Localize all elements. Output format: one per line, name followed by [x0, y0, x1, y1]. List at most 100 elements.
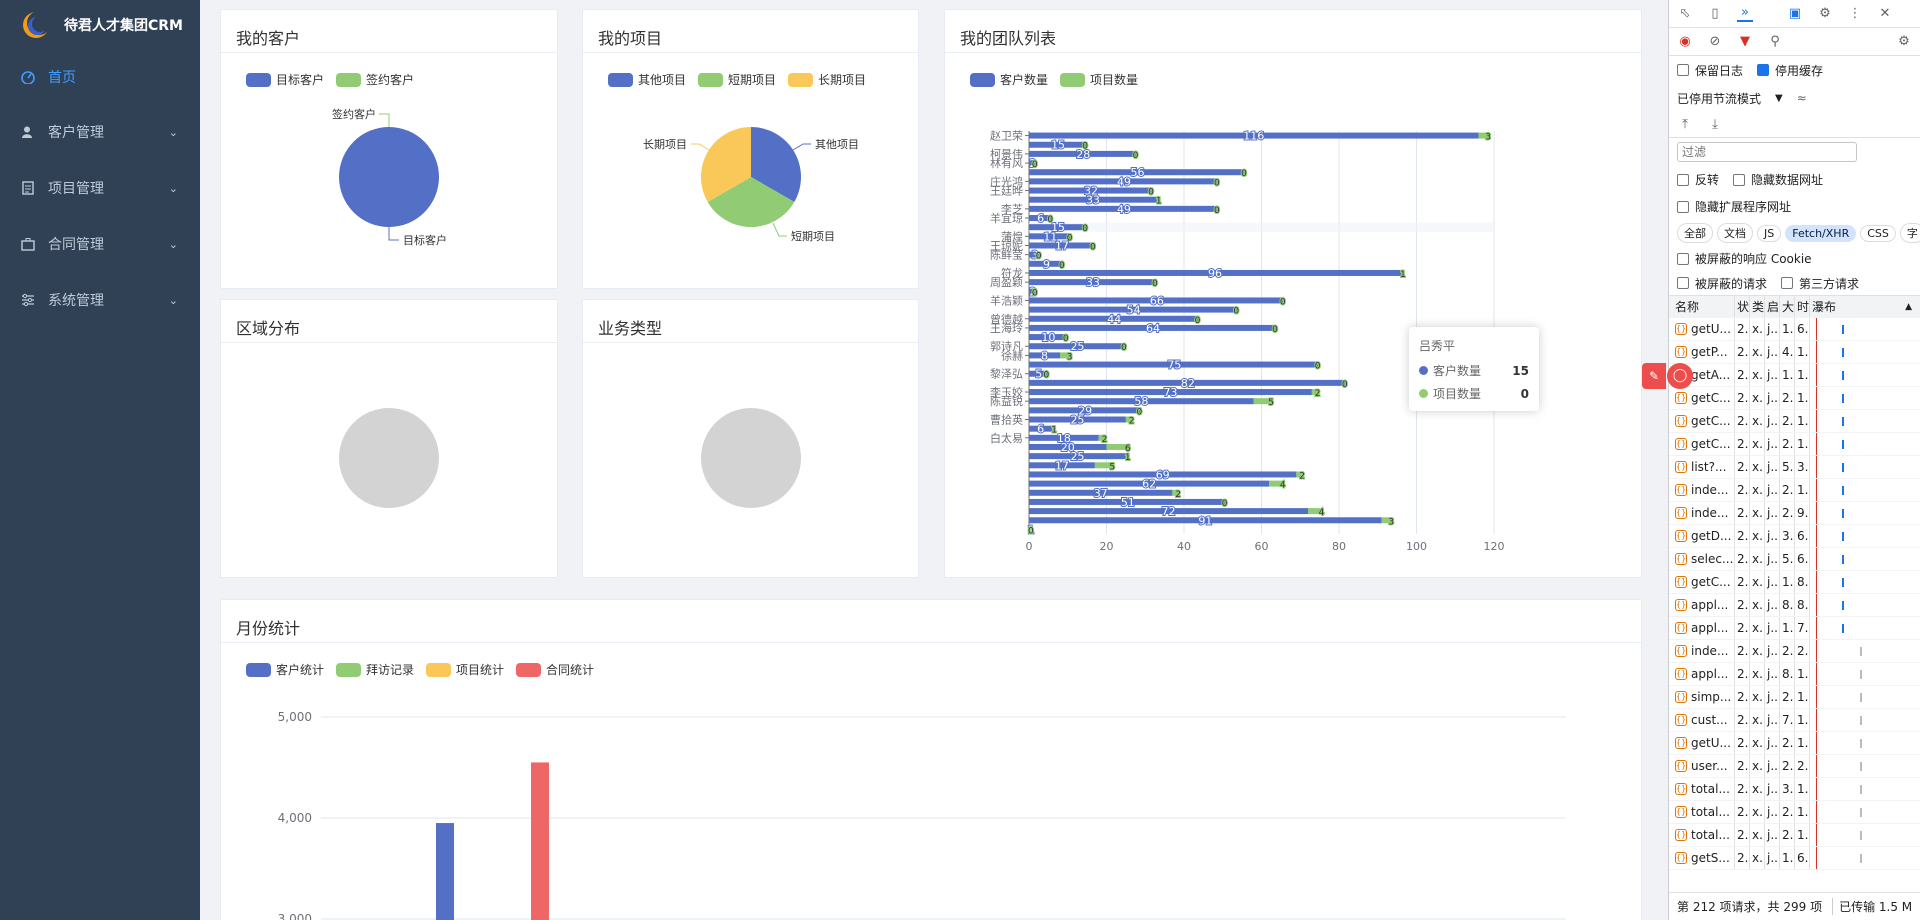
- bar-projects[interactable]: [1308, 508, 1324, 515]
- request-row[interactable]: {}getA...2...x...j...1...1...: [1669, 364, 1920, 387]
- legend-item[interactable]: 长期项目: [788, 71, 866, 88]
- request-row[interactable]: {} selec...2...x...j...5...6...: [1669, 548, 1920, 571]
- request-row[interactable]: {} getP... 2...x...j...4...1...: [1669, 341, 1920, 364]
- disable-cache-checkbox[interactable]: [1757, 64, 1770, 76]
- legend-item[interactable]: 合同统计: [516, 661, 594, 678]
- hide-data-urls-checkbox[interactable]: [1733, 173, 1746, 186]
- request-row[interactable]: {} getS... 2...x...j...1...6...: [1669, 847, 1920, 870]
- filter-input[interactable]: [1677, 142, 1857, 162]
- legend-item[interactable]: 客户统计: [246, 661, 324, 678]
- bar-projects[interactable]: [1156, 196, 1161, 203]
- blocked-requests-checkbox[interactable]: [1677, 277, 1689, 289]
- bar-customers[interactable]: [1029, 141, 1088, 148]
- preserve-log-checkbox[interactable]: [1677, 64, 1689, 76]
- bar-projects[interactable]: [1311, 389, 1320, 396]
- bar-projects[interactable]: [1125, 453, 1130, 460]
- throttle-select[interactable]: 已停用节流模式: [1677, 91, 1762, 106]
- bar-customers[interactable]: [1029, 306, 1239, 313]
- bar-customers[interactable]: [1029, 269, 1401, 276]
- export-har-icon[interactable]: ⤓: [1712, 117, 1718, 132]
- bar-customers[interactable]: [1029, 379, 1347, 386]
- legend-item[interactable]: 拜访记录: [336, 661, 414, 678]
- menu-item-home[interactable]: 首页: [0, 50, 200, 104]
- bar-customers[interactable]: [1029, 361, 1320, 368]
- kebab-menu-icon[interactable]: ⋮: [1848, 6, 1862, 21]
- bar-3[interactable]: [531, 762, 549, 920]
- request-row[interactable]: {}total...2...x...j...2...1...: [1669, 824, 1920, 847]
- bar-projects[interactable]: [1125, 416, 1134, 423]
- request-row[interactable]: {} list?... 2...x...j...5...3...: [1669, 456, 1920, 479]
- column-header-waterfall[interactable]: 瀑布 ▲: [1809, 296, 1920, 317]
- request-row[interactable]: {}getC...2...x...j...2...1...: [1669, 410, 1920, 433]
- column-header-name[interactable]: 名称: [1675, 300, 1700, 314]
- bar-projects[interactable]: [1296, 471, 1305, 478]
- bar-customers[interactable]: [1029, 398, 1254, 405]
- filter-icon[interactable]: ▼: [1740, 34, 1750, 49]
- bar-customers[interactable]: [1029, 178, 1219, 185]
- legend-item[interactable]: 签约客户: [336, 71, 414, 88]
- inspect-icon[interactable]: ⬁: [1679, 6, 1691, 21]
- request-row[interactable]: {}user...2...x...j...2...2...: [1669, 755, 1920, 778]
- bar-customers[interactable]: [1029, 352, 1060, 359]
- column-header[interactable]: 大: [1779, 296, 1794, 317]
- app-logo[interactable]: 待君人才集团CRM: [0, 0, 200, 50]
- bar-customers[interactable]: [1029, 169, 1246, 176]
- legend-item[interactable]: 项目统计: [426, 661, 504, 678]
- bar-customers[interactable]: [1029, 205, 1219, 212]
- bar-projects[interactable]: [1381, 517, 1394, 524]
- request-row[interactable]: {} getC...2...x...j...1...8...: [1669, 571, 1920, 594]
- bar-customers[interactable]: [1029, 489, 1173, 496]
- bar-customers[interactable]: [1029, 434, 1099, 441]
- bar-customers[interactable]: [1029, 260, 1064, 267]
- bar-customers[interactable]: [1029, 297, 1285, 304]
- bar-customers[interactable]: [1029, 370, 1049, 377]
- clear-icon[interactable]: ⊘: [1709, 34, 1721, 49]
- bar-projects[interactable]: [1269, 480, 1285, 487]
- floating-search-button[interactable]: ◯: [1667, 363, 1693, 389]
- column-header[interactable]: 时: [1794, 296, 1809, 317]
- menu-item-customers[interactable]: 客户管理 ⌄: [0, 104, 200, 160]
- bar-projects[interactable]: [1098, 434, 1107, 441]
- bar-customers[interactable]: [1029, 480, 1270, 487]
- settings-icon[interactable]: ⚙: [1898, 34, 1910, 49]
- bar-customers[interactable]: [1029, 453, 1126, 460]
- bar-projects[interactable]: [1106, 443, 1130, 450]
- bar-customers[interactable]: [1029, 443, 1107, 450]
- import-har-icon[interactable]: ⤒: [1682, 117, 1688, 132]
- issues-icon[interactable]: ▣: [1788, 6, 1802, 21]
- bar-customers[interactable]: [1029, 187, 1153, 194]
- filter-chip-js[interactable]: JS: [1757, 224, 1782, 242]
- bar-customers[interactable]: [1029, 150, 1138, 157]
- pie-slice-short[interactable]: [707, 177, 795, 227]
- record-stop-icon[interactable]: ◉: [1679, 34, 1691, 49]
- bar-projects[interactable]: [1052, 425, 1057, 432]
- bar-customers[interactable]: [1029, 224, 1088, 231]
- more-tabs-icon[interactable]: »: [1737, 5, 1753, 22]
- bar-customers[interactable]: [1029, 215, 1053, 222]
- request-row[interactable]: {} getD...2...x...j...3...6...: [1669, 525, 1920, 548]
- column-header[interactable]: 状: [1734, 296, 1749, 317]
- filter-chip-css[interactable]: CSS: [1860, 224, 1896, 242]
- bar-customers[interactable]: [1029, 508, 1308, 515]
- chevron-down-icon[interactable]: ▼: [1775, 92, 1783, 104]
- bar-customers[interactable]: [1029, 196, 1157, 203]
- filter-chip-all[interactable]: 全部: [1677, 223, 1713, 243]
- column-header[interactable]: 启: [1764, 296, 1779, 317]
- bar-customers[interactable]: [1029, 389, 1312, 396]
- bar-customers[interactable]: [1029, 498, 1227, 505]
- bar-customers[interactable]: [1029, 160, 1037, 167]
- menu-item-system[interactable]: 系统管理 ⌄: [0, 272, 200, 328]
- bar-projects[interactable]: [1401, 269, 1405, 276]
- search-icon[interactable]: ⚲: [1770, 34, 1780, 49]
- request-row[interactable]: {}getU...2...x...j...2...1...: [1669, 732, 1920, 755]
- pie-slice-long[interactable]: [701, 127, 751, 202]
- request-row[interactable]: {}appl...2...x...j...8...8...: [1669, 594, 1920, 617]
- request-row[interactable]: {} cust... 2...x...j...7...1...: [1669, 709, 1920, 732]
- bar-customers[interactable]: [1029, 132, 1479, 139]
- filter-chip-doc[interactable]: 文档: [1717, 223, 1753, 243]
- bar-customers[interactable]: [1029, 343, 1126, 350]
- pie-slice-target[interactable]: [339, 127, 439, 227]
- network-conditions-icon[interactable]: ≈: [1796, 91, 1807, 105]
- bar-customers[interactable]: [1029, 416, 1126, 423]
- request-row[interactable]: {} appl... 2...x...j...8...1...: [1669, 663, 1920, 686]
